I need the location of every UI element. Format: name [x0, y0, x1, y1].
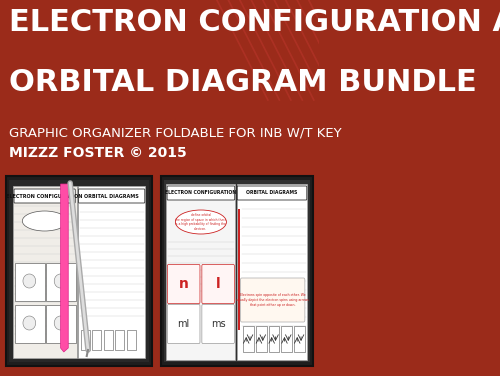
Text: ORBITAL DIAGRAM BUNDLE: ORBITAL DIAGRAM BUNDLE: [9, 68, 476, 97]
Bar: [46, 263, 76, 301]
Polygon shape: [60, 184, 68, 352]
Bar: [236, 184, 308, 360]
Bar: [256, 326, 266, 352]
Text: ELECTRON CONFIGURATION AND: ELECTRON CONFIGURATION AND: [9, 8, 500, 37]
Text: ORBITAL DIAGRAMS: ORBITAL DIAGRAMS: [84, 194, 139, 199]
Bar: [282, 326, 292, 352]
Bar: [13, 186, 76, 358]
Bar: [9, 180, 149, 362]
FancyBboxPatch shape: [168, 264, 200, 303]
Text: define orbital
the region of space in which there
is a high probability of findi: define orbital the region of space in wh…: [175, 213, 227, 231]
Bar: [164, 180, 310, 362]
FancyBboxPatch shape: [168, 305, 200, 344]
Text: ms: ms: [211, 319, 226, 329]
Ellipse shape: [54, 316, 67, 330]
Text: ELECTRON CONFIGURATION: ELECTRON CONFIGURATION: [166, 191, 236, 196]
Bar: [92, 330, 102, 350]
Ellipse shape: [176, 210, 226, 234]
Text: ELECTRON CONFIGURATION: ELECTRON CONFIGURATION: [6, 194, 83, 199]
Text: ORBITAL DIAGRAMS: ORBITAL DIAGRAMS: [246, 191, 298, 196]
Text: ml: ml: [178, 319, 190, 329]
Text: Electrons spin opposite of each other. We
usually depict the electron spins usin: Electrons spin opposite of each other. W…: [236, 293, 309, 306]
Bar: [127, 330, 136, 350]
Text: l: l: [216, 277, 220, 291]
Ellipse shape: [22, 211, 67, 231]
Text: MIZZZ FOSTER © 2015: MIZZZ FOSTER © 2015: [9, 146, 186, 160]
Bar: [104, 330, 113, 350]
Text: n: n: [178, 277, 188, 291]
FancyBboxPatch shape: [78, 189, 145, 203]
FancyBboxPatch shape: [238, 186, 307, 200]
Ellipse shape: [54, 274, 67, 288]
Bar: [294, 326, 305, 352]
Ellipse shape: [23, 316, 36, 330]
Bar: [243, 326, 254, 352]
FancyBboxPatch shape: [14, 189, 76, 203]
Bar: [162, 176, 312, 366]
FancyBboxPatch shape: [202, 264, 234, 303]
Bar: [6, 176, 152, 366]
Bar: [238, 209, 240, 330]
Text: GRAPHIC ORGANIZER FOLDABLE FOR INB W/T KEY: GRAPHIC ORGANIZER FOLDABLE FOR INB W/T K…: [9, 126, 342, 139]
Bar: [78, 186, 146, 358]
Ellipse shape: [23, 274, 36, 288]
Bar: [81, 330, 90, 350]
Bar: [14, 305, 44, 343]
FancyBboxPatch shape: [167, 186, 234, 200]
Bar: [116, 330, 124, 350]
Bar: [46, 305, 76, 343]
Bar: [166, 184, 235, 360]
FancyBboxPatch shape: [202, 305, 234, 344]
Bar: [14, 263, 44, 301]
FancyBboxPatch shape: [240, 278, 305, 322]
Bar: [268, 326, 280, 352]
